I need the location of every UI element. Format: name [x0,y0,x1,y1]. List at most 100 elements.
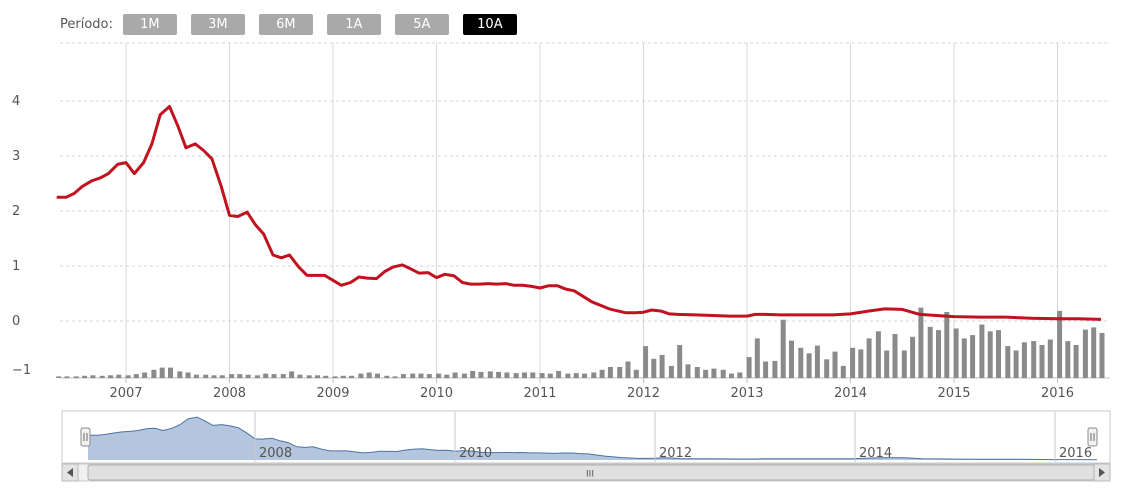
navigator-label: 2012 [659,446,692,461]
volume-bar [487,371,493,378]
volume-bar [436,373,442,378]
y-axis: −1 0 1 2 3 4 [12,94,31,378]
volume-bar [677,345,683,378]
volume-bar [151,369,157,379]
volume-bar [418,373,424,378]
volume-bar [694,367,700,378]
volume-bar [814,345,820,378]
volume-bar [936,330,941,378]
x-tick-label: 2016 [1041,386,1074,401]
volume-bar [400,374,406,378]
volume-bar [884,350,890,378]
price-line-group [56,105,1102,321]
range-button-10a[interactable]: 10A [462,13,517,35]
volume-bar [910,336,916,379]
volume-bar [193,374,199,378]
volume-bar [737,372,743,378]
volume-bar [1065,341,1071,378]
volume-bar [1057,310,1063,378]
volume-bar [64,376,70,378]
volume-bar [219,375,225,379]
volume-bar [754,338,760,378]
volume-bar [1099,332,1105,378]
volume-bar [789,340,794,378]
volume-bar [918,307,924,378]
y-tick-label: −1 [12,363,31,378]
x-tick-label: 2012 [627,386,660,401]
volume-bar [668,365,674,378]
volume-bar [1091,327,1097,378]
volume-bar [426,374,432,378]
volume-bar [522,372,527,378]
volume-bar [444,374,450,378]
volume-bar [850,347,856,379]
navigator-label: 2010 [459,446,492,461]
volume-bar [961,338,967,378]
scroll-right-arrow-icon [1099,468,1105,477]
volume-bar [496,371,502,378]
volume-bar [539,373,545,379]
volume-bar [133,374,139,378]
volume-bar [513,373,519,379]
navigator-handle-left[interactable] [80,427,91,447]
grid [60,42,1110,379]
volume-bar [633,369,639,379]
volume-bar [159,367,165,378]
x-tick-label: 2007 [109,386,142,401]
volume-bar [332,376,338,378]
period-label: Período: [60,16,113,32]
handle-left-body[interactable] [80,427,91,447]
volume-bar [987,331,993,379]
volume-bar [582,373,587,378]
range-button-6m[interactable]: 6M [258,13,313,35]
volume-bar [340,375,346,378]
navigator-handle-right[interactable] [1087,427,1098,447]
volume-bar [289,371,295,378]
navigator-label: 2008 [259,446,292,461]
volume-bar [297,374,303,378]
volume-bar [375,373,380,378]
x-axis: 2007 2008 2009 2010 2011 2012 2013 2014 2015 2016 [109,378,1074,401]
navigator[interactable]: 2008 2010 2012 2014 2016 [61,410,1111,464]
volume-bar [306,375,312,379]
volume-bar [685,364,691,379]
volume-bar [1005,346,1011,378]
volume-bar [254,375,260,379]
navigator-line [88,416,1098,461]
handle-right-body[interactable] [1087,427,1098,447]
x-tick-label: 2014 [834,386,867,401]
volume-bar [643,346,649,378]
volume-bar [746,357,752,378]
x-tick-label: 2013 [730,386,763,401]
volume-bar [470,370,476,379]
volume-bar [530,372,536,378]
volume-bar [271,374,277,378]
range-button-1a[interactable]: 1A [326,13,381,35]
volume-bar [607,367,613,378]
volume-bar [840,365,846,378]
volume-bar [953,328,959,378]
volume-bar [1039,345,1045,378]
scroll-left-arrow-icon [67,468,73,477]
volume-bar [177,371,183,378]
range-button-1m[interactable]: 1M [122,13,177,35]
volume-bar [366,372,372,378]
navigator-label: 2016 [1059,446,1092,461]
volume-bars [56,307,1105,379]
range-button-3m[interactable]: 3M [190,13,245,35]
volume-bar [211,375,217,379]
range-button-5a[interactable]: 5A [394,13,449,35]
volume-bar [729,373,734,378]
volume-bar [125,375,131,379]
navigator-area [88,417,1097,460]
volume-bar [780,319,786,378]
volume-bar [452,372,458,378]
volume-bar [229,374,235,378]
volume-bar [1021,342,1027,379]
y-tick-label: 3 [12,149,20,164]
period-selector: Período: 1M 3M 6M 1A 5A 10A [60,13,531,35]
navigator-label: 2014 [859,446,892,461]
scrollbar[interactable]: III [61,463,1111,482]
volume-bar [703,369,709,379]
volume-bar [711,368,717,378]
